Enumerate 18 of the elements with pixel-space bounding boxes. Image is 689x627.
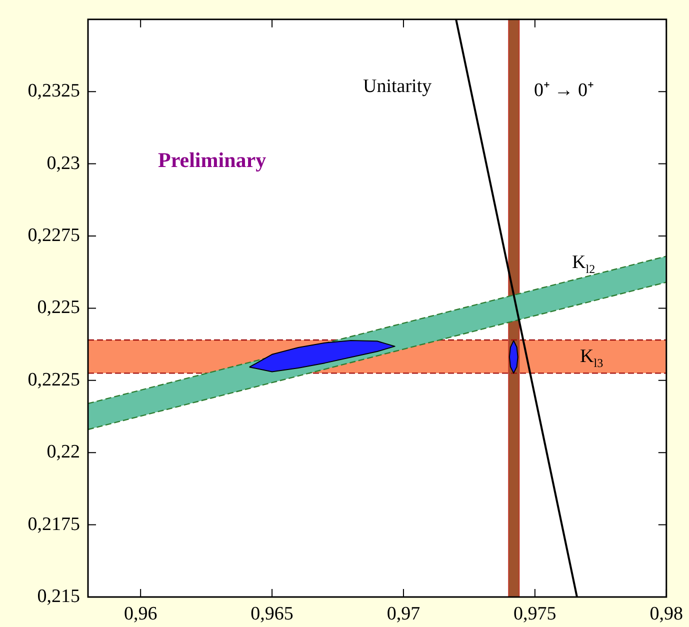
y-tick-label: 0,22 (46, 442, 80, 463)
x-tick-label: 0,965 (250, 603, 294, 624)
annotation: Unitarity (363, 76, 432, 98)
x-tick-label: 0,96 (124, 603, 158, 624)
annotation: K$_{l2}$ (572, 252, 596, 277)
x-tick-label: 0,98 (650, 603, 683, 624)
y-tick-label: 0,2275 (28, 224, 80, 246)
y-tick-label: 0,2175 (28, 514, 80, 535)
y-tick-label: 0,215 (37, 586, 80, 607)
y-tick-label: 0,2325 (28, 80, 80, 102)
x-tick-label: 0,975 (514, 603, 556, 624)
annotation: Preliminary (158, 148, 266, 173)
x-tick-label: 0,97 (386, 603, 420, 624)
y-tick-label: 0,2225 (28, 369, 80, 390)
annotation: K$_{l3}$ (580, 346, 604, 371)
y-tick-label: 0,225 (37, 297, 80, 318)
y-tick-label: 0,23 (46, 152, 80, 174)
annotation: 0⁺ → 0⁺ (534, 79, 594, 102)
